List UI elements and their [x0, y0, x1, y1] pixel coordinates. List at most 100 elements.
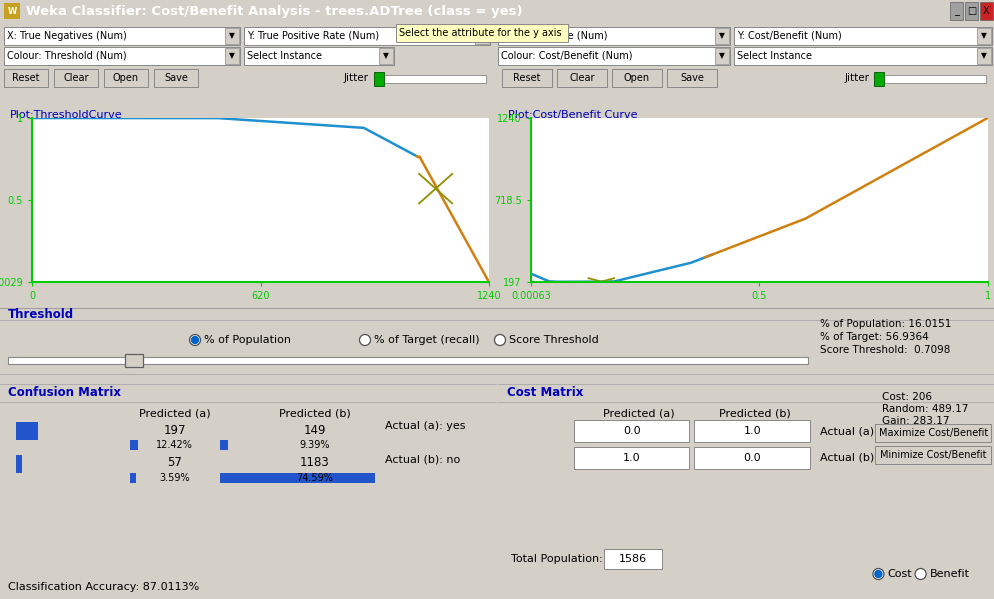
Text: 1183: 1183 — [299, 456, 329, 470]
Text: Predicted (a): Predicted (a) — [602, 409, 674, 419]
Bar — [104, 69, 148, 87]
Bar — [734, 47, 991, 65]
Text: 0.0: 0.0 — [622, 426, 640, 436]
Text: Cost: 206: Cost: 206 — [882, 392, 931, 402]
Bar — [557, 69, 606, 87]
Bar — [873, 72, 883, 86]
Bar — [976, 28, 990, 44]
Text: Plot:ThresholdCurve: Plot:ThresholdCurve — [10, 110, 122, 120]
Bar — [16, 422, 38, 440]
Text: Maximize Cost/Benefit: Maximize Cost/Benefit — [878, 428, 987, 438]
Text: ▼: ▼ — [229, 52, 235, 60]
Bar — [220, 440, 228, 450]
Text: Select Instance: Select Instance — [247, 51, 322, 61]
Circle shape — [191, 337, 198, 343]
Text: Score Threshold:  0.7098: Score Threshold: 0.7098 — [819, 345, 949, 355]
Bar — [498, 47, 730, 65]
Text: Open: Open — [113, 73, 139, 83]
Circle shape — [189, 334, 201, 346]
Text: Jitter: Jitter — [344, 73, 369, 83]
Text: Actual (a): yes: Actual (a): yes — [385, 421, 464, 431]
Circle shape — [874, 570, 881, 577]
Text: Clear: Clear — [569, 73, 594, 83]
Text: Y: Cost/Benefit (Num): Y: Cost/Benefit (Num) — [737, 31, 841, 41]
Bar — [979, 2, 992, 20]
Text: Save: Save — [679, 73, 703, 83]
Bar — [374, 72, 384, 86]
Bar — [4, 47, 240, 65]
Text: Predicted (b): Predicted (b) — [278, 409, 350, 419]
Text: 0.0: 0.0 — [743, 453, 760, 463]
Text: Open: Open — [623, 73, 649, 83]
Bar — [130, 440, 138, 450]
Text: Actual (b): Actual (b) — [819, 453, 874, 463]
Text: 57: 57 — [167, 456, 182, 470]
Bar — [873, 75, 985, 83]
Text: Classification Accuracy: 87.0113%: Classification Accuracy: 87.0113% — [8, 582, 199, 592]
Bar — [964, 2, 977, 20]
Bar — [574, 420, 689, 442]
Text: Jitter: Jitter — [844, 73, 869, 83]
Bar — [734, 27, 991, 45]
Bar — [244, 27, 489, 45]
Text: 1.0: 1.0 — [743, 426, 760, 436]
Bar — [220, 473, 375, 483]
Bar — [154, 69, 198, 87]
Text: ▼: ▼ — [719, 52, 725, 60]
Bar — [4, 69, 48, 87]
Bar — [225, 28, 239, 44]
Bar — [666, 69, 717, 87]
Text: X: Sample Size (Num): X: Sample Size (Num) — [501, 31, 607, 41]
Text: ▼: ▼ — [478, 32, 484, 41]
Text: Reset: Reset — [513, 73, 540, 83]
Bar — [694, 447, 809, 469]
Bar — [875, 424, 990, 442]
Text: Gain: 283.17: Gain: 283.17 — [882, 416, 949, 426]
Text: ▼: ▼ — [229, 32, 235, 41]
Bar — [379, 48, 393, 64]
Bar — [130, 473, 136, 483]
Text: ▼: ▼ — [980, 52, 986, 60]
Bar — [574, 447, 689, 469]
Text: 9.39%: 9.39% — [299, 440, 330, 450]
Bar — [396, 24, 568, 42]
Text: % of Population: 16.0151: % of Population: 16.0151 — [819, 319, 950, 329]
Text: X: True Negatives (Num): X: True Negatives (Num) — [7, 31, 126, 41]
Text: Threshold: Threshold — [8, 307, 74, 320]
Circle shape — [359, 334, 370, 346]
Text: Y: True Positive Rate (Num): Y: True Positive Rate (Num) — [247, 31, 379, 41]
Bar — [4, 3, 20, 19]
Text: ▼: ▼ — [980, 32, 986, 41]
Bar — [715, 28, 729, 44]
Text: ▼: ▼ — [383, 52, 389, 60]
Text: 74.59%: 74.59% — [296, 473, 333, 483]
Bar — [16, 455, 22, 473]
Circle shape — [494, 334, 505, 346]
Text: X: X — [982, 6, 989, 16]
Text: Total Population:: Total Population: — [510, 554, 601, 564]
Bar — [715, 48, 729, 64]
Text: 197: 197 — [163, 423, 186, 437]
Text: Reset: Reset — [12, 73, 40, 83]
Circle shape — [872, 568, 883, 579]
Bar — [244, 47, 394, 65]
Text: Random: 489.17: Random: 489.17 — [882, 404, 968, 414]
Text: Predicted (b): Predicted (b) — [719, 409, 790, 419]
Bar — [125, 354, 143, 367]
Bar — [498, 27, 730, 45]
Text: 1586: 1586 — [618, 554, 646, 564]
Text: Benefit: Benefit — [928, 569, 969, 579]
Text: Actual (a): Actual (a) — [819, 426, 874, 436]
Bar — [502, 69, 552, 87]
Text: 149: 149 — [303, 423, 326, 437]
Text: W: W — [7, 7, 17, 16]
Text: % of Target: 56.9364: % of Target: 56.9364 — [819, 332, 927, 342]
Text: Predicted (a): Predicted (a) — [139, 409, 211, 419]
Text: Cost Matrix: Cost Matrix — [506, 386, 582, 398]
Text: Select Instance: Select Instance — [737, 51, 811, 61]
Text: 12.42%: 12.42% — [156, 440, 193, 450]
Text: Clear: Clear — [64, 73, 88, 83]
Bar — [603, 549, 662, 569]
Text: % of Population: % of Population — [204, 335, 290, 345]
Text: □: □ — [966, 6, 975, 16]
